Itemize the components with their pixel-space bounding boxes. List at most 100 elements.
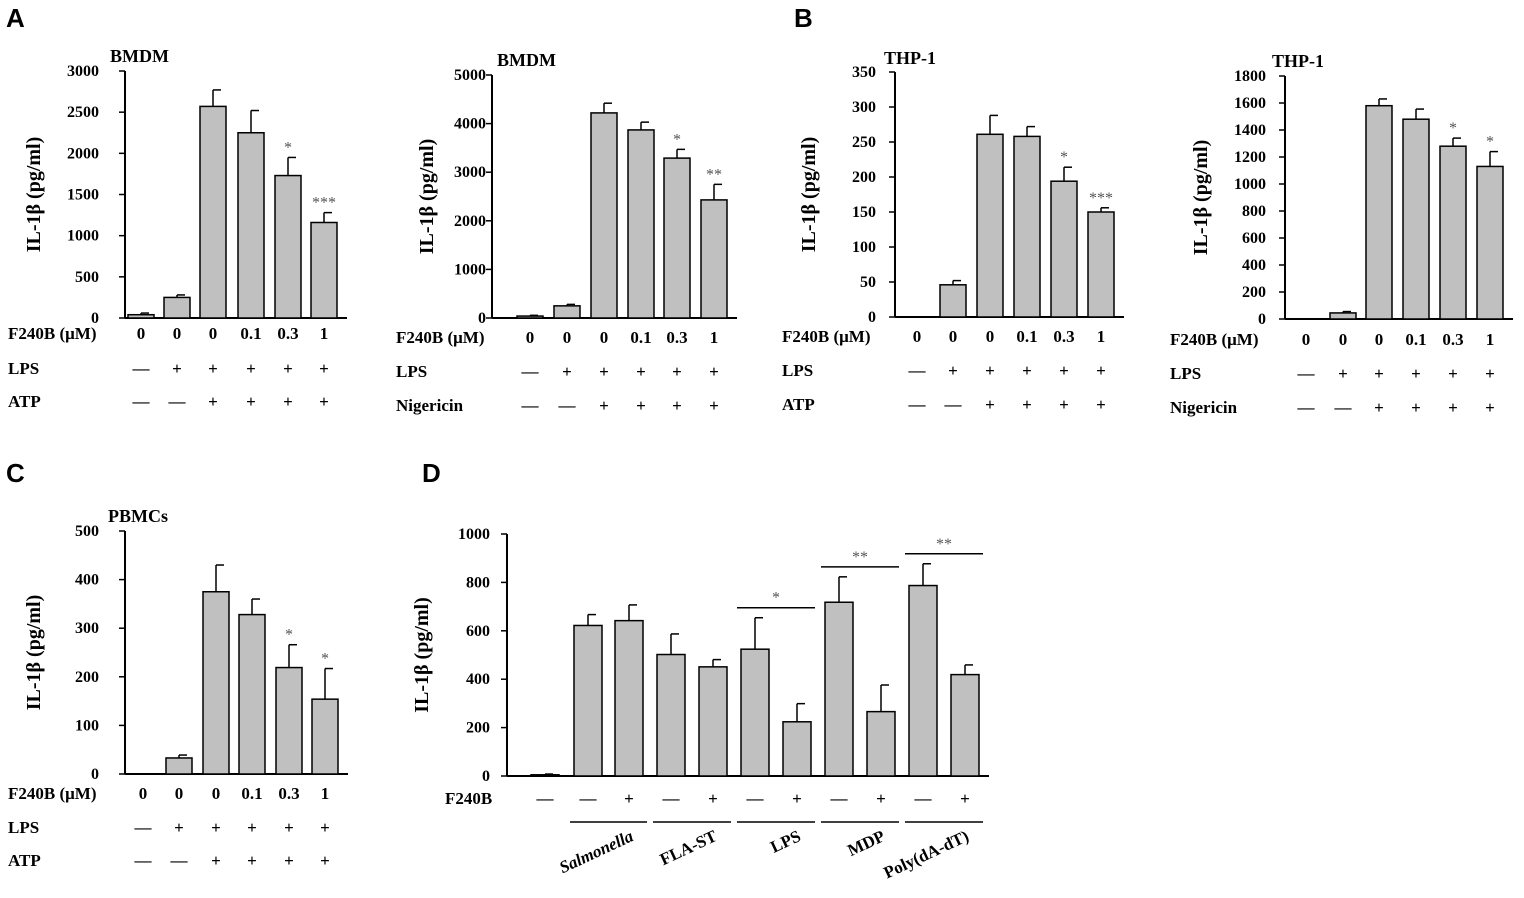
condition-cell: + bbox=[1374, 398, 1384, 417]
condition-row-label: LPS bbox=[8, 359, 39, 378]
significance-marker: * bbox=[285, 627, 293, 644]
y-tick-label: 1600 bbox=[1234, 95, 1266, 112]
bar bbox=[950, 673, 980, 777]
bar bbox=[237, 132, 265, 319]
condition-cell: + bbox=[960, 789, 970, 808]
y-tick-label: 0 bbox=[91, 310, 99, 327]
significance-marker: ** bbox=[706, 166, 722, 183]
bar bbox=[1439, 145, 1467, 320]
bar bbox=[199, 105, 227, 319]
y-axis-label: IL-1β (pg/ml) bbox=[416, 139, 438, 255]
condition-cell: + bbox=[208, 359, 218, 378]
condition-cell: + bbox=[319, 392, 329, 411]
bar bbox=[908, 584, 938, 777]
condition-row-label: F240B (μM) bbox=[1170, 330, 1258, 349]
bar bbox=[310, 221, 338, 319]
condition-cell: + bbox=[319, 359, 329, 378]
condition-cell: + bbox=[562, 362, 572, 381]
y-tick-label: 100 bbox=[852, 239, 876, 256]
condition-cell: — bbox=[1334, 398, 1353, 417]
condition-cell: + bbox=[247, 851, 257, 870]
y-tick-label: 400 bbox=[466, 671, 490, 688]
condition-row-label: F240B (μM) bbox=[8, 324, 96, 343]
y-tick-label: 500 bbox=[75, 523, 99, 540]
condition-cell: 0 bbox=[212, 784, 221, 803]
y-tick-label: 2000 bbox=[454, 213, 486, 230]
condition-cell: 0 bbox=[986, 327, 995, 346]
bar bbox=[530, 774, 560, 777]
y-tick-label: 500 bbox=[75, 269, 99, 286]
bar bbox=[1087, 211, 1115, 318]
y-tick-label: 0 bbox=[478, 310, 486, 327]
condition-cell: + bbox=[636, 362, 646, 381]
y-tick-label: 200 bbox=[1242, 284, 1266, 301]
significance-marker: * bbox=[1486, 134, 1494, 151]
condition-cell: + bbox=[985, 361, 995, 380]
condition-cell: — bbox=[521, 362, 540, 381]
condition-cell: 0.3 bbox=[278, 784, 299, 803]
condition-cell: — bbox=[536, 789, 555, 808]
condition-cell: — bbox=[1297, 398, 1316, 417]
y-tick-label: 1400 bbox=[1234, 122, 1266, 139]
condition-cell: + bbox=[283, 392, 293, 411]
condition-cell: 0 bbox=[526, 328, 535, 347]
condition-cell: + bbox=[624, 789, 634, 808]
significance-marker: *** bbox=[1089, 190, 1113, 207]
condition-cell: + bbox=[985, 395, 995, 414]
condition-cell: + bbox=[599, 362, 609, 381]
y-tick-label: 0 bbox=[91, 766, 99, 783]
condition-row-label: Nigericin bbox=[396, 396, 464, 415]
condition-cell: 0 bbox=[137, 324, 146, 343]
condition-cell: + bbox=[599, 396, 609, 415]
y-tick-label: 300 bbox=[75, 620, 99, 637]
y-tick-label: 200 bbox=[852, 169, 876, 186]
condition-cell: 0.3 bbox=[666, 328, 687, 347]
y-tick-label: 800 bbox=[466, 574, 490, 591]
condition-cell: — bbox=[746, 789, 765, 808]
condition-cell: — bbox=[521, 396, 540, 415]
y-tick-label: 200 bbox=[466, 720, 490, 737]
y-axis-label: IL-1β (pg/ml) bbox=[411, 597, 433, 713]
chart-title: THP-1 bbox=[1272, 51, 1324, 71]
y-tick-label: 250 bbox=[852, 134, 876, 151]
condition-row-label: ATP bbox=[8, 851, 41, 870]
significance-marker: * bbox=[321, 651, 329, 668]
condition-row-label: F240B (μM) bbox=[8, 784, 96, 803]
bar bbox=[656, 653, 686, 777]
chart-6: IL-1β (pg/ml) 0 200 400 600 800 1000 F240B — — + — +… bbox=[411, 526, 989, 882]
bar bbox=[275, 666, 303, 775]
condition-cell: 0 bbox=[139, 784, 148, 803]
condition-cell: 0 bbox=[209, 324, 218, 343]
condition-cell: + bbox=[284, 851, 294, 870]
condition-cell: + bbox=[283, 359, 293, 378]
condition-cell: 0.3 bbox=[1442, 330, 1463, 349]
y-tick-label: 1000 bbox=[454, 261, 486, 278]
condition-cell: + bbox=[246, 359, 256, 378]
panel-letter-b: B bbox=[794, 3, 813, 33]
bar bbox=[553, 305, 581, 319]
y-axis-label: IL-1β (pg/ml) bbox=[798, 137, 820, 253]
condition-row-label: ATP bbox=[782, 395, 815, 414]
y-tick-label: 0 bbox=[868, 309, 876, 326]
significance-marker: * bbox=[1449, 120, 1457, 137]
y-tick-label: 2500 bbox=[67, 104, 99, 121]
condition-cell: 0 bbox=[1339, 330, 1348, 349]
condition-cell: + bbox=[1022, 361, 1032, 380]
bar bbox=[573, 624, 603, 777]
y-tick-label: 150 bbox=[852, 204, 876, 221]
bar bbox=[976, 133, 1004, 318]
condition-cell: 1 bbox=[321, 784, 330, 803]
bar bbox=[663, 157, 691, 319]
group-label: FLA-ST bbox=[657, 826, 720, 869]
condition-cell: 0 bbox=[949, 327, 958, 346]
y-tick-label: 3000 bbox=[454, 164, 486, 181]
bar bbox=[590, 112, 618, 319]
bracket-label: * bbox=[772, 590, 780, 607]
bracket-label: ** bbox=[936, 536, 952, 553]
condition-cell: 1 bbox=[1486, 330, 1495, 349]
condition-row-label: F240B bbox=[445, 789, 492, 808]
group-label: Poly(dA-dT) bbox=[881, 826, 972, 882]
bar bbox=[1329, 312, 1357, 320]
panel-letter-d: D bbox=[422, 458, 441, 488]
